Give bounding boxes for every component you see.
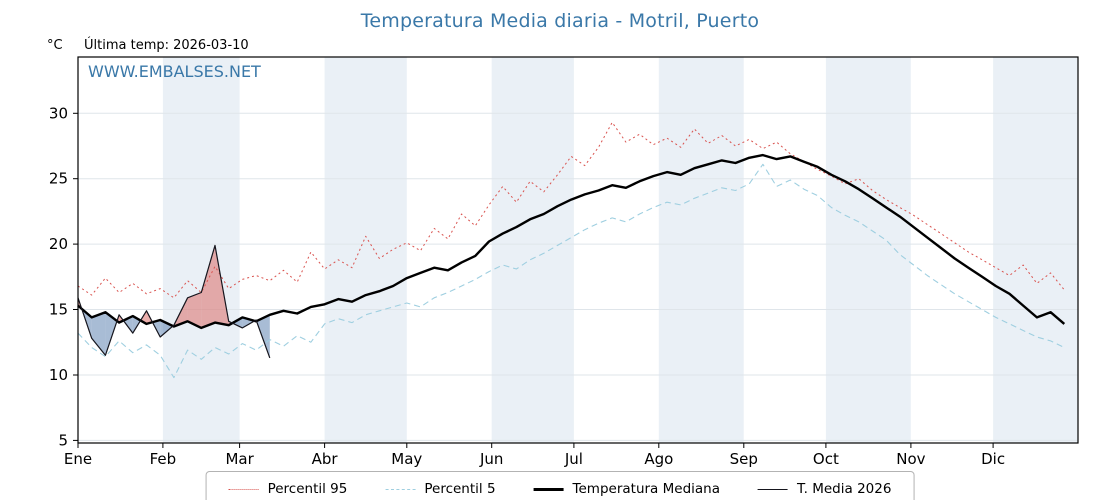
x-tick-label: Oct	[813, 450, 839, 468]
series-median	[77, 153, 1066, 330]
legend-item-mediana: Temperatura Mediana	[533, 481, 720, 497]
x-tick-label: Ene	[64, 450, 92, 468]
y-tick-label: 20	[49, 235, 68, 253]
chart-title: Temperatura Media diaria - Motril, Puert…	[360, 10, 760, 32]
below-median-fill	[91, 312, 106, 356]
legend-label-mediana: Temperatura Mediana	[572, 481, 720, 497]
y-tick-label: 10	[49, 366, 68, 384]
y-tick-label: 30	[49, 104, 68, 122]
legend: Percentil 95 Percentil 5 Temperatura Med…	[205, 471, 915, 500]
month-band	[324, 57, 407, 443]
last-temp-label: Última temp: 2026-03-10	[84, 38, 249, 53]
x-tick-label: Dic	[981, 450, 1005, 468]
x-tick-label: Sep	[730, 450, 758, 468]
y-tick-label: 25	[49, 170, 68, 188]
legend-item-t-media-2026: T. Media 2026	[758, 481, 891, 497]
legend-item-percentil-95: Percentil 95	[228, 481, 348, 497]
month-band	[993, 57, 1078, 443]
x-tick-label: Abr	[312, 450, 339, 468]
legend-item-percentil-5: Percentil 5	[385, 481, 496, 497]
x-tick-label: Mar	[225, 450, 254, 468]
watermark-text: WWW.EMBALSES.NET	[88, 62, 261, 81]
x-tick-label: Nov	[896, 450, 925, 468]
x-tick-label: Feb	[150, 450, 177, 468]
legend-label-t-media-2026: T. Media 2026	[797, 481, 892, 497]
below-median-fill	[105, 312, 117, 356]
x-tick-label: Jun	[479, 450, 503, 468]
x-tick-label: Ago	[644, 450, 673, 468]
plot-frame	[77, 56, 1079, 444]
above-median-fill	[201, 245, 215, 328]
percentil-5-line-icon	[385, 488, 416, 490]
legend-label-percentil-5: Percentil 5	[424, 481, 496, 497]
y-axis-unit-label: °C	[47, 38, 63, 53]
legend-label-percentil-95: Percentil 95	[267, 481, 348, 497]
month-band	[825, 57, 911, 443]
x-tick-label: Jul	[564, 450, 583, 468]
series-p5	[77, 163, 1065, 379]
y-tick-label: 5	[58, 431, 68, 449]
series-t2026	[77, 244, 271, 359]
above-median-fill	[187, 292, 202, 328]
t-media-2026-line-icon	[758, 488, 788, 490]
month-band	[491, 57, 574, 443]
series-p95	[77, 121, 1065, 299]
month-band	[658, 57, 744, 443]
y-tick-label: 15	[49, 301, 68, 319]
mediana-line-icon	[533, 487, 564, 491]
below-median-fill	[160, 320, 173, 337]
x-tick-label: May	[391, 450, 422, 468]
percentil-95-line-icon	[228, 488, 259, 490]
month-band	[162, 57, 240, 443]
